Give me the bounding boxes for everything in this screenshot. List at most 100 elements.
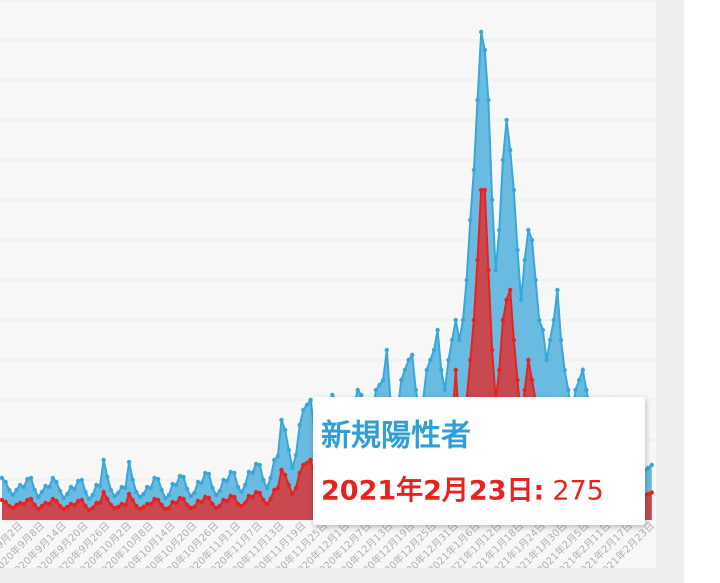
point — [268, 496, 273, 502]
point — [61, 506, 66, 512]
point — [130, 477, 135, 483]
point — [50, 496, 56, 502]
point — [0, 497, 5, 503]
point — [137, 506, 143, 512]
point — [257, 490, 262, 496]
point — [486, 267, 491, 273]
point — [108, 502, 114, 508]
point — [482, 187, 487, 193]
point — [199, 499, 204, 505]
point — [61, 495, 66, 501]
point — [497, 227, 502, 233]
point — [261, 477, 266, 483]
point — [279, 467, 284, 473]
point — [330, 392, 335, 398]
point — [72, 502, 77, 508]
point — [184, 502, 190, 508]
point — [195, 498, 201, 504]
point — [17, 500, 23, 506]
point — [177, 495, 183, 501]
point — [232, 470, 237, 476]
point — [537, 317, 542, 323]
point — [290, 491, 295, 497]
point — [188, 505, 193, 511]
point — [409, 352, 415, 358]
point — [645, 491, 651, 497]
point — [468, 217, 473, 223]
point — [580, 367, 585, 373]
point — [86, 496, 92, 502]
point — [199, 480, 204, 486]
point — [83, 503, 88, 509]
point — [232, 494, 237, 500]
point — [145, 484, 150, 490]
point — [301, 462, 306, 468]
point — [39, 503, 45, 509]
point — [14, 502, 19, 508]
point — [489, 347, 495, 353]
point — [555, 287, 560, 293]
point — [79, 497, 85, 503]
point — [308, 457, 313, 463]
point — [3, 479, 8, 485]
point — [68, 501, 74, 507]
point — [558, 337, 564, 343]
point — [148, 501, 154, 507]
point — [373, 387, 379, 393]
point — [184, 486, 190, 492]
point — [464, 277, 469, 283]
point — [453, 367, 458, 373]
point — [526, 357, 531, 363]
point — [206, 471, 212, 477]
point — [159, 487, 164, 493]
point — [275, 485, 281, 491]
point — [268, 475, 273, 481]
point — [126, 459, 132, 465]
point — [152, 496, 157, 502]
point — [355, 387, 360, 393]
point — [17, 482, 23, 488]
point — [475, 97, 480, 103]
point — [123, 502, 128, 508]
point — [65, 504, 70, 510]
point — [250, 494, 255, 500]
point — [105, 474, 110, 480]
point — [272, 457, 277, 463]
point — [115, 490, 121, 496]
point — [163, 506, 168, 512]
point — [272, 487, 277, 493]
point — [243, 482, 248, 488]
point — [43, 500, 48, 506]
point — [36, 494, 41, 500]
point — [246, 493, 252, 499]
point — [475, 257, 480, 263]
point — [152, 475, 157, 481]
point — [224, 478, 230, 484]
point — [497, 367, 502, 373]
point — [192, 490, 197, 496]
point — [406, 357, 411, 363]
point — [562, 367, 567, 373]
point — [540, 327, 546, 333]
point — [522, 387, 527, 393]
point — [649, 462, 654, 468]
point — [250, 470, 255, 476]
point — [57, 503, 63, 509]
point — [39, 489, 45, 495]
tooltip-title: 新規陽性者 — [321, 419, 471, 454]
point — [293, 452, 299, 458]
point — [511, 187, 517, 193]
point — [14, 487, 19, 493]
point — [301, 407, 306, 413]
point — [166, 505, 172, 511]
point — [584, 387, 589, 393]
point — [177, 473, 183, 479]
point — [228, 493, 233, 499]
point — [482, 47, 487, 53]
point — [83, 489, 88, 495]
point — [439, 367, 444, 373]
point — [94, 482, 99, 488]
point — [221, 477, 226, 483]
point — [576, 377, 582, 383]
point — [645, 465, 651, 471]
